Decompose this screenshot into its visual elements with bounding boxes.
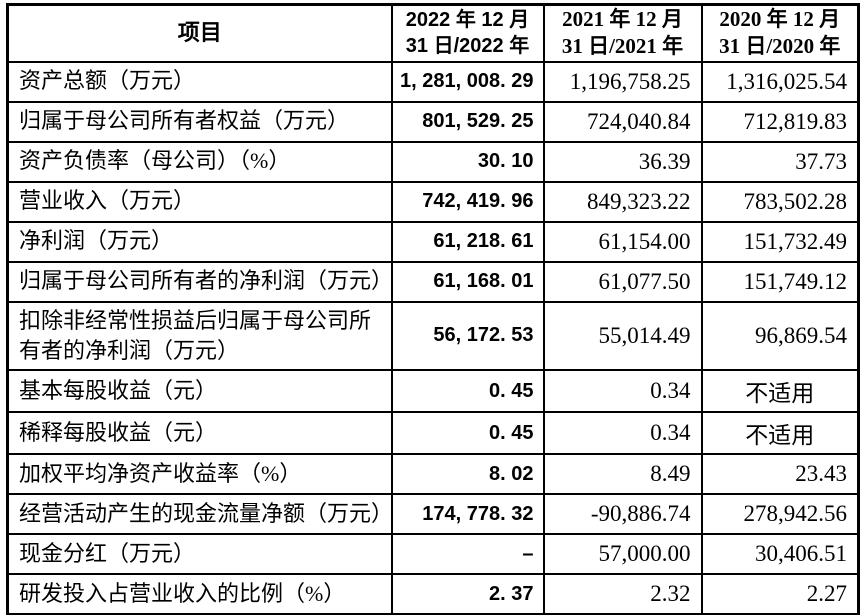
value-2022: –	[390, 533, 545, 576]
value-2020: 712,819.83	[700, 100, 860, 143]
table-row: 归属于母公司所有者权益（万元） 801, 529. 25 724,040.84 …	[6, 100, 860, 143]
value-2020: 278,942.56	[700, 493, 860, 536]
value-2022: 61, 168. 01	[390, 260, 545, 303]
column-header-item: 项目	[6, 3, 393, 63]
value-2022: 0. 45	[390, 411, 545, 456]
row-label: 稀释每股收益（元）	[6, 411, 393, 456]
value-2021: -90,886.74	[542, 493, 703, 536]
row-label: 研发投入占营业收入的比例（%）	[6, 573, 393, 615]
column-header-2020-line1: 2020 年 12 月	[719, 7, 841, 31]
value-2021: 61,077.50	[542, 260, 703, 303]
value-2020: 96,869.54	[700, 300, 860, 372]
value-2020: 151,732.49	[700, 220, 860, 263]
header-row: 项目 2022 年 12 月 31 日/2022 年 2021 年 12 月 3…	[6, 3, 860, 63]
value-2021: 8.49	[542, 453, 703, 496]
table-row: 资产负债率（母公司）（%） 30. 10 36.39 37.73	[6, 140, 860, 183]
column-header-2020: 2020 年 12 月 31 日/2020 年	[700, 3, 860, 63]
value-2021: 724,040.84	[542, 100, 703, 143]
row-label: 资产总额（万元）	[6, 60, 393, 103]
table-row: 扣除非经常性损益后归属于母公司所有者的净利润（万元） 56, 172. 53 5…	[6, 300, 860, 372]
table-row: 营业收入（万元） 742, 419. 96 849,323.22 783,502…	[6, 180, 860, 223]
value-2020: 2.27	[700, 573, 860, 615]
value-2020: 1,316,025.54	[700, 60, 860, 103]
row-label: 经营活动产生的现金流量净额（万元）	[6, 493, 393, 536]
value-2020: 不适用	[700, 369, 860, 414]
value-2021: 2.32	[542, 573, 703, 615]
column-header-2022-line1: 2022 年 12 月	[405, 9, 530, 32]
table-row: 加权平均净资产收益率（%） 8. 02 8.49 23.43	[6, 453, 860, 496]
value-2022: 174, 778. 32	[390, 493, 545, 536]
value-2021: 57,000.00	[542, 533, 703, 576]
value-2020: 783,502.28	[700, 180, 860, 223]
value-2020: 151,749.12	[700, 260, 860, 303]
row-label: 资产负债率（母公司）（%）	[6, 140, 393, 183]
value-2021: 61,154.00	[542, 220, 703, 263]
value-2020: 23.43	[700, 453, 860, 496]
value-2021: 1,196,758.25	[542, 60, 703, 103]
value-2021: 0.34	[542, 369, 703, 414]
column-header-2021: 2021 年 12 月 31 日/2021 年	[542, 3, 703, 63]
table-row: 资产总额（万元） 1, 281, 008. 29 1,196,758.25 1,…	[6, 60, 860, 103]
value-2022: 742, 419. 96	[390, 180, 545, 223]
table-row: 归属于母公司所有者的净利润（万元） 61, 168. 01 61,077.50 …	[6, 260, 860, 303]
table-row: 净利润（万元） 61, 218. 61 61,154.00 151,732.49	[6, 220, 860, 263]
value-2022: 61, 218. 61	[390, 220, 545, 263]
value-2020: 37.73	[700, 140, 860, 183]
column-header-2020-line2: 31 日/2020 年	[719, 34, 841, 59]
value-2021: 55,014.49	[542, 300, 703, 372]
table-row: 基本每股收益（元） 0. 45 0.34 不适用	[6, 369, 860, 414]
row-label: 现金分红（万元）	[6, 533, 393, 576]
value-2021: 0.34	[542, 411, 703, 456]
row-label: 归属于母公司所有者的净利润（万元）	[6, 260, 393, 303]
row-label: 加权平均净资产收益率（%）	[6, 453, 393, 496]
table-row: 现金分红（万元） – 57,000.00 30,406.51	[6, 533, 860, 576]
row-label: 基本每股收益（元）	[6, 369, 393, 414]
value-2022: 2. 37	[390, 573, 545, 615]
value-2022: 801, 529. 25	[390, 100, 545, 143]
value-2022: 56, 172. 53	[390, 300, 545, 372]
row-label: 扣除非经常性损益后归属于母公司所有者的净利润（万元）	[6, 300, 393, 372]
value-2021: 36.39	[542, 140, 703, 183]
column-header-2021-line2: 31 日/2021 年	[561, 34, 684, 59]
row-label: 营业收入（万元）	[6, 180, 393, 223]
value-2022: 30. 10	[390, 140, 545, 183]
column-header-2022-line2: 31 日/2022 年	[405, 35, 530, 58]
value-2022: 8. 02	[390, 453, 545, 496]
value-2022: 1, 281, 008. 29	[390, 60, 545, 103]
financial-summary-table: 项目 2022 年 12 月 31 日/2022 年 2021 年 12 月 3…	[6, 3, 860, 615]
value-2020: 不适用	[700, 411, 860, 456]
column-header-2022: 2022 年 12 月 31 日/2022 年	[390, 3, 545, 63]
table-row: 研发投入占营业收入的比例（%） 2. 37 2.32 2.27	[6, 573, 860, 615]
table-row: 经营活动产生的现金流量净额（万元） 174, 778. 32 -90,886.7…	[6, 493, 860, 536]
value-2021: 849,323.22	[542, 180, 703, 223]
value-2022: 0. 45	[390, 369, 545, 414]
value-2020: 30,406.51	[700, 533, 860, 576]
row-label: 净利润（万元）	[6, 220, 393, 263]
table-row: 稀释每股收益（元） 0. 45 0.34 不适用	[6, 411, 860, 456]
column-header-2021-line1: 2021 年 12 月	[562, 7, 683, 31]
row-label: 归属于母公司所有者权益（万元）	[6, 100, 393, 143]
